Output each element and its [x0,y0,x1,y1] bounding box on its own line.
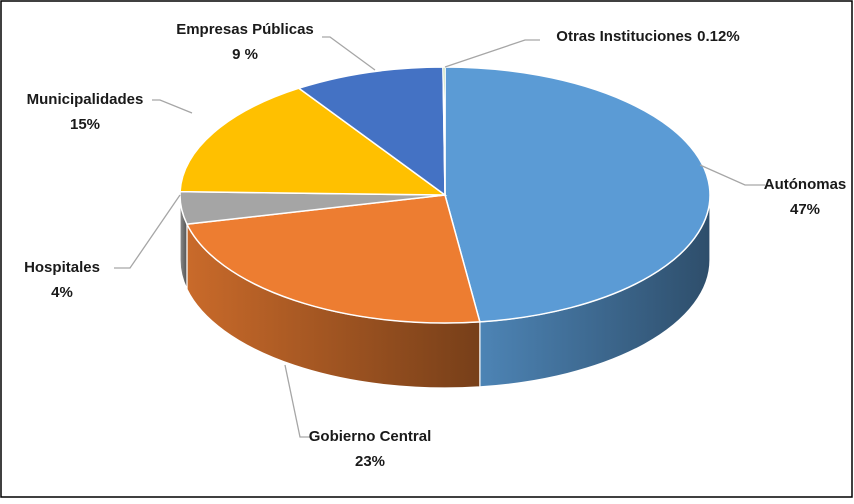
leader-line [444,39,540,68]
leader-line [322,36,376,71]
slice [444,66,711,323]
slice-label: Otras Instituciones 0.12% [556,28,739,45]
category-label: Hospitales [24,259,100,276]
leader-line [284,364,312,438]
slice [297,66,446,197]
value-label: 23% [355,453,385,470]
labels: Autónomas 47% Gobierno Central 23% Hospitale… [24,21,846,470]
category-label: Municipalidades [27,91,144,108]
value-label: 0.12% [697,28,740,45]
slice [179,87,448,196]
value-label: 9 % [232,46,258,63]
category-label: Otras Instituciones [556,28,692,45]
slice [442,66,446,196]
category-label: Autónomas [764,176,847,193]
pie-tops [179,66,711,324]
category-label: Empresas Públicas [176,21,314,38]
leader-line [114,194,181,269]
value-label: 15% [70,116,100,133]
value-label: 4% [51,284,73,301]
slice [185,194,481,324]
value-label: 47% [790,201,820,218]
leader-line [699,164,765,186]
leader-line [152,99,193,114]
category-label: Gobierno Central [309,428,432,445]
